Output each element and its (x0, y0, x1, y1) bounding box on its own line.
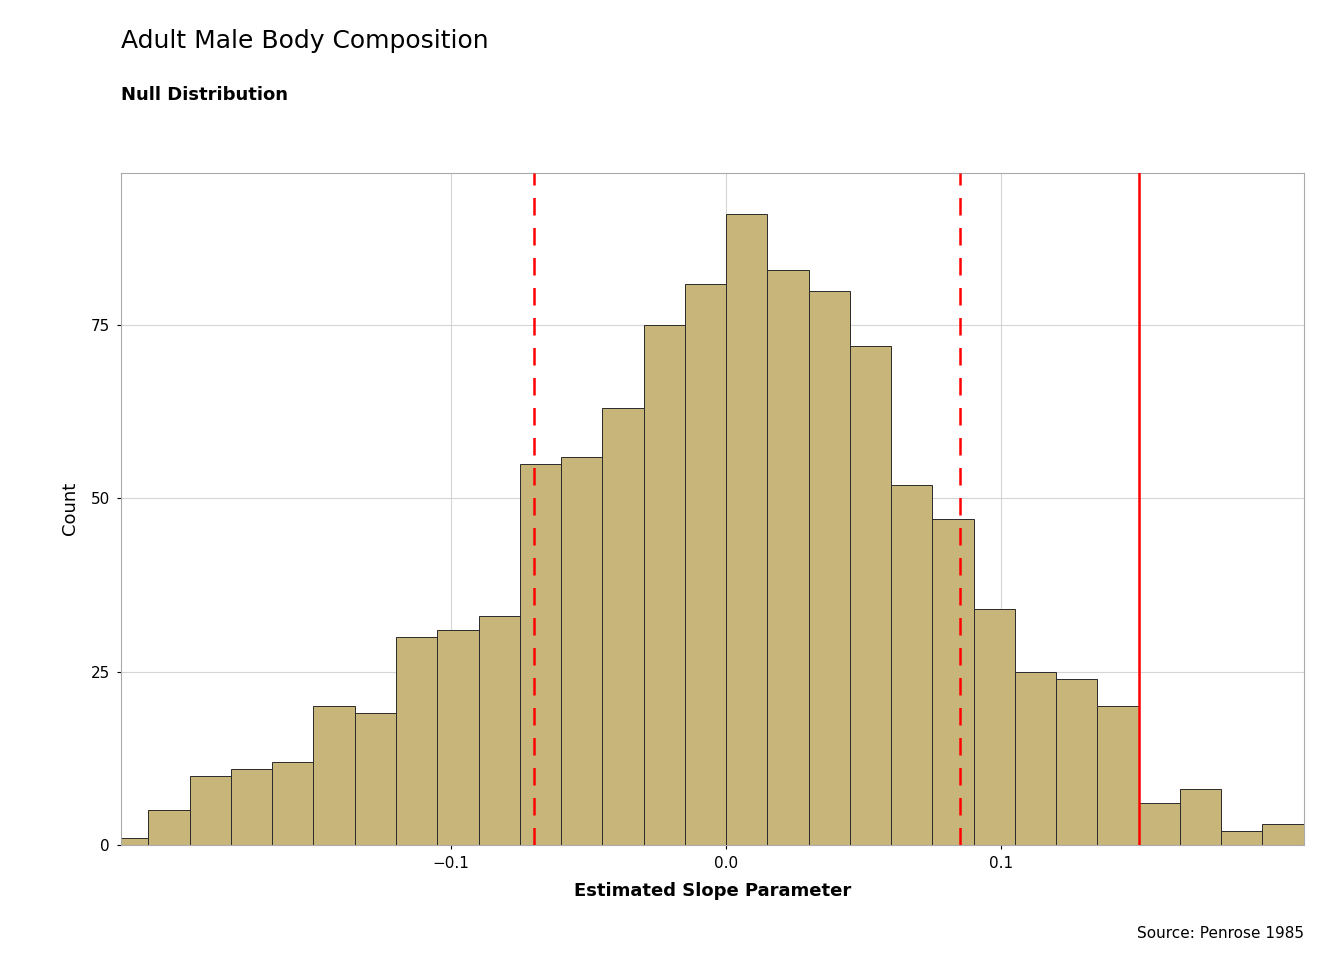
Bar (1222, 831, 1262, 845)
Bar (108, 838, 148, 845)
Bar (478, 616, 520, 845)
Bar (933, 519, 973, 845)
Bar (849, 346, 891, 845)
Bar (1098, 707, 1138, 845)
Y-axis label: Count: Count (62, 482, 79, 536)
Bar (1304, 838, 1344, 845)
Text: Null Distribution: Null Distribution (121, 86, 288, 105)
X-axis label: Estimated Slope Parameter: Estimated Slope Parameter (574, 882, 851, 900)
Bar (809, 291, 849, 845)
Bar (560, 457, 602, 845)
Text: Adult Male Body Composition: Adult Male Body Composition (121, 29, 489, 53)
Bar (437, 630, 478, 845)
Bar (24, 838, 66, 845)
Bar (1015, 672, 1056, 845)
Bar (313, 707, 355, 845)
Bar (396, 637, 437, 845)
Bar (148, 810, 190, 845)
Bar (644, 325, 685, 845)
Bar (273, 761, 313, 845)
Bar (190, 776, 231, 845)
Bar (767, 270, 809, 845)
Bar (1138, 804, 1180, 845)
Bar (520, 464, 560, 845)
Bar (726, 214, 767, 845)
Bar (1262, 824, 1304, 845)
Bar (1056, 679, 1098, 845)
Text: Source: Penrose 1985: Source: Penrose 1985 (1137, 925, 1304, 941)
Bar (685, 283, 726, 845)
Bar (973, 610, 1015, 845)
Bar (891, 485, 933, 845)
Bar (66, 831, 108, 845)
Bar (355, 713, 396, 845)
Bar (1180, 789, 1222, 845)
Bar (602, 408, 644, 845)
Bar (231, 769, 273, 845)
